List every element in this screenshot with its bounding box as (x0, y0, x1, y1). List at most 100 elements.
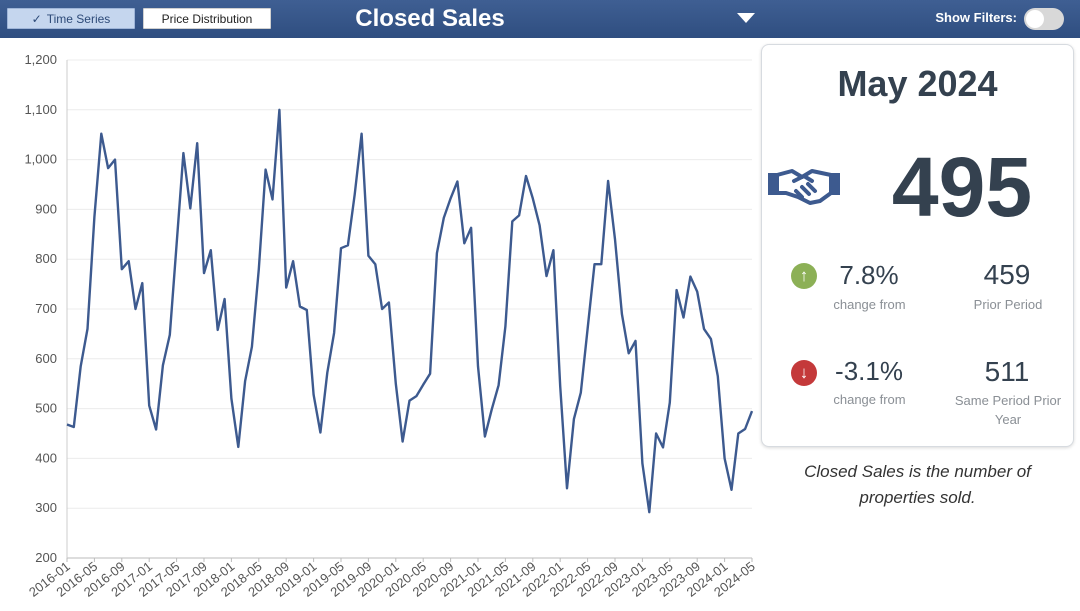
handshake-icon (768, 169, 840, 205)
data-point (340, 247, 342, 249)
toggle-knob (1026, 10, 1044, 28)
header-bar: ✓ Time Series Price Distribution Closed … (0, 0, 1080, 38)
data-point (415, 395, 417, 397)
y-tick-label: 400 (35, 450, 57, 465)
kpi-card: May 2024 495 ↑ 7.8% change from 459 Prio… (761, 44, 1074, 447)
data-point (299, 305, 301, 307)
main-value: 495 (891, 140, 1033, 234)
data-point (381, 308, 383, 310)
data-point (292, 260, 294, 262)
data-point (497, 384, 499, 386)
data-point (86, 328, 88, 330)
tab-price-distribution-label: Price Distribution (161, 11, 253, 26)
data-point (408, 399, 410, 401)
data-point (614, 238, 616, 240)
data-point (552, 249, 554, 251)
data-point (730, 489, 732, 491)
data-point (196, 142, 198, 144)
data-point (306, 309, 308, 311)
data-point (264, 168, 266, 170)
arrow-down-icon: ↓ (791, 360, 817, 386)
data-point (580, 392, 582, 394)
data-point (532, 197, 534, 199)
data-point (134, 308, 136, 310)
time-series-chart: 200 300 400 500 600 700 800 900 1,000 1,100 1,200 2… (0, 40, 760, 611)
period-title: May 2024 (837, 63, 998, 104)
data-point (703, 328, 705, 330)
data-point (696, 290, 698, 292)
data-point (470, 227, 472, 229)
y-tick-label: 1,200 (24, 52, 57, 67)
data-point (682, 316, 684, 318)
data-point (210, 249, 212, 251)
data-point (251, 346, 253, 348)
data-point (395, 383, 397, 385)
y-tick-label: 500 (35, 401, 57, 416)
checkmark-icon: ✓ (31, 11, 42, 26)
y-tick-label: 1,100 (24, 102, 57, 117)
y-tick-label: 1,000 (24, 152, 57, 167)
show-filters-toggle[interactable] (1024, 8, 1064, 30)
data-point (230, 397, 232, 399)
data-point (155, 428, 157, 430)
data-point (169, 334, 171, 336)
data-point (80, 365, 82, 367)
data-point (319, 431, 321, 433)
data-point (271, 198, 273, 200)
data-point (456, 180, 458, 182)
tab-time-series-label: Time Series (46, 11, 111, 26)
data-point (511, 220, 513, 222)
data-point (628, 352, 630, 354)
closed-sales-series-line (66, 108, 754, 514)
data-point (203, 272, 205, 274)
chevron-down-icon[interactable] (737, 13, 755, 23)
change-prior-period: 7.8% (839, 260, 899, 290)
data-point (422, 384, 424, 386)
y-tick-label: 800 (35, 251, 57, 266)
change-from-label-2: change from (833, 392, 906, 407)
tab-price-distribution[interactable]: Price Distribution (143, 8, 271, 29)
data-point (326, 372, 328, 374)
data-point (258, 268, 260, 270)
data-point (162, 364, 164, 366)
data-point (285, 286, 287, 288)
line-chart-svg: 2003004005006007008009001,0001,1001,2002… (24, 52, 757, 600)
data-point (360, 133, 362, 135)
y-tick-label: 200 (35, 550, 57, 565)
data-point (66, 423, 68, 425)
arrow-up-icon: ↑ (791, 263, 817, 289)
change-prior-year: -3.1% (835, 356, 903, 386)
data-point (244, 380, 246, 382)
y-tick-label: 700 (35, 301, 57, 316)
data-point (107, 167, 109, 169)
data-point (463, 242, 465, 244)
data-point (751, 410, 753, 412)
data-point (477, 365, 479, 367)
data-point (566, 487, 568, 489)
data-point (436, 252, 438, 254)
data-point (689, 275, 691, 277)
data-point (648, 511, 650, 513)
data-point (675, 289, 677, 291)
metric-description: Closed Sales is the number of properties… (804, 462, 1031, 507)
data-point (538, 224, 540, 226)
data-point (388, 301, 390, 303)
data-point (737, 432, 739, 434)
y-tick-label: 300 (35, 500, 57, 515)
y-tick-label: 600 (35, 351, 57, 366)
data-point (586, 328, 588, 330)
data-point (443, 217, 445, 219)
page-title: Closed Sales (355, 5, 505, 32)
tab-time-series[interactable]: ✓ Time Series (7, 8, 135, 29)
data-point (128, 260, 130, 262)
data-point (114, 158, 116, 160)
prior-period-label: Prior Period (973, 297, 1043, 312)
data-point (504, 325, 506, 327)
data-point (634, 340, 636, 342)
data-point (669, 401, 671, 403)
data-point (559, 385, 561, 387)
data-point (723, 457, 725, 459)
show-filters-label: Show Filters: (935, 10, 1017, 25)
data-point (525, 175, 527, 177)
data-point (600, 263, 602, 265)
